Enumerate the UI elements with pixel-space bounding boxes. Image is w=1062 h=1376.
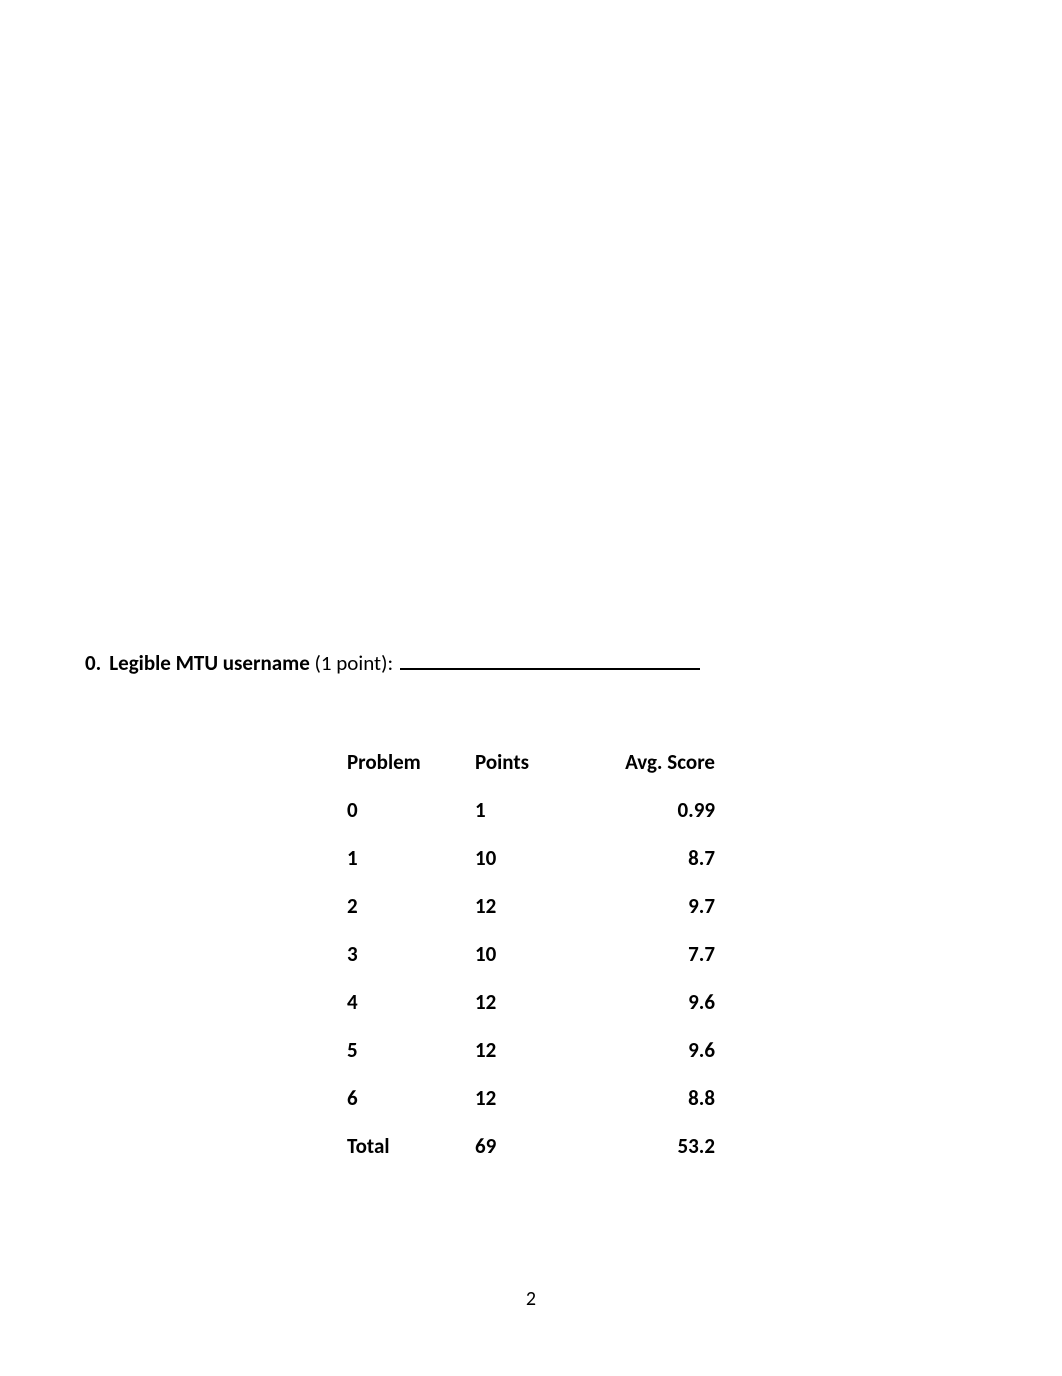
table-row-total: Total 69 53.2	[335, 1122, 727, 1170]
score-table-body: 0 1 0.99 1 10 8.7 2 12 9.7 3 10 7.7 4 12	[335, 786, 727, 1170]
cell-avg: 53.2	[583, 1122, 727, 1170]
cell-points: 10	[463, 930, 583, 978]
cell-avg: 8.7	[583, 834, 727, 882]
cell-avg: 7.7	[583, 930, 727, 978]
cell-problem: 1	[335, 834, 463, 882]
cell-problem: Total	[335, 1122, 463, 1170]
cell-avg: 9.7	[583, 882, 727, 930]
cell-problem: 4	[335, 978, 463, 1026]
cell-problem: 5	[335, 1026, 463, 1074]
document-page: 0. Legible MTU username (1 point): Probl…	[0, 0, 1062, 1376]
cell-problem: 2	[335, 882, 463, 930]
col-header-problem: Problem	[335, 738, 463, 786]
cell-points: 12	[463, 1074, 583, 1122]
cell-points: 12	[463, 1026, 583, 1074]
cell-points: 12	[463, 978, 583, 1026]
cell-points: 69	[463, 1122, 583, 1170]
cell-problem: 0	[335, 786, 463, 834]
cell-points: 12	[463, 882, 583, 930]
prompt-number: 0.	[85, 650, 101, 677]
cell-problem: 3	[335, 930, 463, 978]
cell-points: 10	[463, 834, 583, 882]
score-table: Problem Points Avg. Score 0 1 0.99 1 10 …	[335, 738, 727, 1170]
table-header-row: Problem Points Avg. Score	[335, 738, 727, 786]
prompt-points: (1 point):	[310, 650, 398, 676]
table-row: 4 12 9.6	[335, 978, 727, 1026]
page-number: 2	[0, 1287, 1062, 1311]
cell-points: 1	[463, 786, 583, 834]
cell-avg: 8.8	[583, 1074, 727, 1122]
cell-problem: 6	[335, 1074, 463, 1122]
cell-avg: 9.6	[583, 978, 727, 1026]
username-prompt: 0. Legible MTU username (1 point):	[85, 648, 700, 677]
table-row: 5 12 9.6	[335, 1026, 727, 1074]
table-row: 0 1 0.99	[335, 786, 727, 834]
col-header-points: Points	[463, 738, 583, 786]
table-row: 3 10 7.7	[335, 930, 727, 978]
table-row: 2 12 9.7	[335, 882, 727, 930]
cell-avg: 9.6	[583, 1026, 727, 1074]
username-blank-line	[400, 648, 700, 670]
prompt-label: Legible MTU username	[109, 650, 310, 676]
score-table-header: Problem Points Avg. Score	[335, 738, 727, 786]
col-header-avg-score: Avg. Score	[583, 738, 727, 786]
table-row: 6 12 8.8	[335, 1074, 727, 1122]
cell-avg: 0.99	[583, 786, 727, 834]
table-row: 1 10 8.7	[335, 834, 727, 882]
